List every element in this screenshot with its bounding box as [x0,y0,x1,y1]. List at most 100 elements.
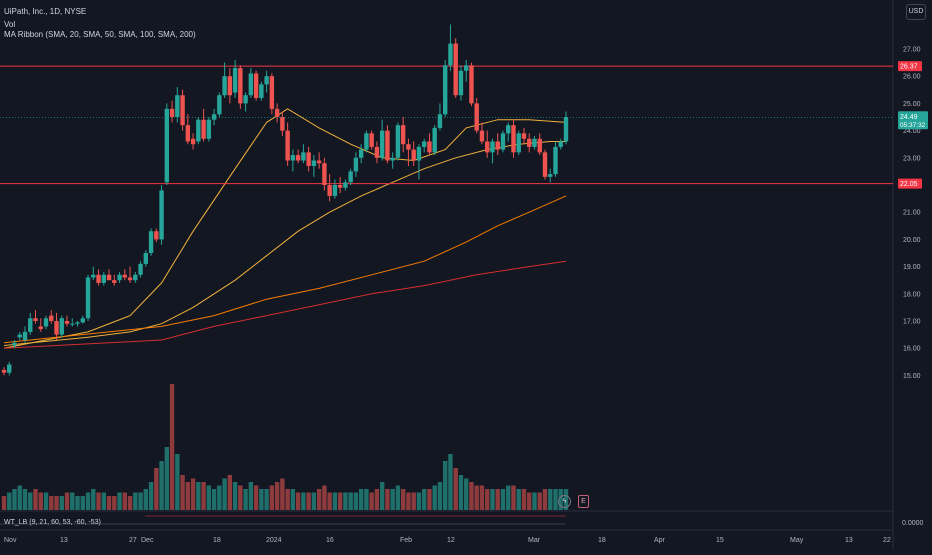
candle-body [479,130,485,142]
y-tick-label: 19.00 [903,264,921,271]
candle-body [122,274,128,278]
volume-bar [469,482,474,510]
volume-bar [532,492,537,510]
candle-body [17,334,22,338]
volume-bar [553,489,558,510]
candle-body [127,277,133,281]
volume-bar [290,489,296,510]
candle-body [274,108,280,117]
volume-bar [548,489,553,510]
candle-body [75,322,80,324]
candle-body [70,323,75,325]
volume-bar [169,384,175,510]
ma-ribbon-legend[interactable]: MA Ribbon (SMA, 20, SMA, 50, SMA, 100, S… [4,30,196,39]
volume-bar [385,489,390,510]
volume-bar [80,496,85,510]
candle-body [269,76,275,109]
candle-body [327,185,332,196]
candle-body [537,138,542,153]
flash-icon[interactable]: ϟ [558,495,571,508]
volume-bar [316,489,322,510]
volume-bar [353,492,359,510]
volume-bar [337,492,343,510]
volume-bar [537,492,542,510]
volume-bar [527,492,532,510]
candle-body [553,146,558,175]
volume-bar [59,496,64,510]
volume-bar [332,492,338,510]
volume-bar [28,492,33,510]
volume-bar [364,489,369,510]
y-tick-label: 15.00 [903,373,921,380]
moving-average-line [3,195,567,344]
candle-body [521,133,527,139]
candle-body [106,274,112,281]
volume-bar [379,482,385,510]
volume-bar [101,492,106,510]
candle-body [253,73,259,98]
indicator-legend[interactable]: WT_LB (9, 21, 60, 53, -60, -53) [4,519,101,526]
candle-body [506,125,511,134]
volume-bar [416,492,422,510]
volume-bar [248,482,254,510]
candle-body [337,185,343,188]
volume-bar [211,489,217,510]
candle-body [416,146,422,161]
candle-body [548,174,553,177]
volume-bar [75,496,80,510]
candle-body [332,185,338,196]
candle-body [148,231,154,253]
x-tick-label: 15 [716,537,724,544]
candle-body [138,263,143,275]
candle-body [49,315,54,321]
volume-bar [453,468,458,510]
candle-body [427,141,432,153]
currency-button[interactable]: USD [906,4,926,20]
volume-bar [33,489,38,510]
volume-bar [458,475,464,510]
candle-body [248,73,254,96]
volume-bar [148,482,154,510]
candle-body [43,318,49,327]
volume-bar [232,482,238,510]
candle-body [64,321,70,324]
candle-body [385,130,390,161]
x-tick-label: Nov [4,537,17,544]
candle-body [159,190,164,240]
candle-body [101,274,106,283]
volume-bar [311,492,317,510]
candle-body [117,274,122,281]
x-tick-label: 22 [883,537,891,544]
volume-legend[interactable]: Vol [4,20,16,29]
y-tick-label: 24.00 [903,128,921,135]
candle-body [358,149,364,158]
earnings-badge[interactable]: E [578,495,589,508]
volume-bar [17,485,22,510]
candle-body [511,125,516,153]
candle-body [185,125,191,142]
volume-bar [106,496,112,510]
volume-bar [91,489,96,510]
volume-bar [395,485,401,510]
y-tick-label: 16.00 [903,346,921,353]
candle-body [364,133,369,150]
y-tick-label: 27.00 [903,47,921,54]
candle-body [343,182,348,188]
candle-body [316,160,322,164]
moving-average-line [3,260,567,349]
candle-body [112,280,117,283]
candle-body [59,318,64,335]
x-tick-label: 12 [447,537,455,544]
candle-body [458,70,464,96]
candle-body [500,133,506,150]
candle-body [28,318,33,332]
candle-body [80,318,85,323]
candle-body [222,76,227,96]
x-tick-label: Mar [528,537,541,544]
volume-bar [280,478,285,510]
volume-bar [190,478,196,510]
candle-body [306,152,311,166]
volume-bar [421,489,427,510]
